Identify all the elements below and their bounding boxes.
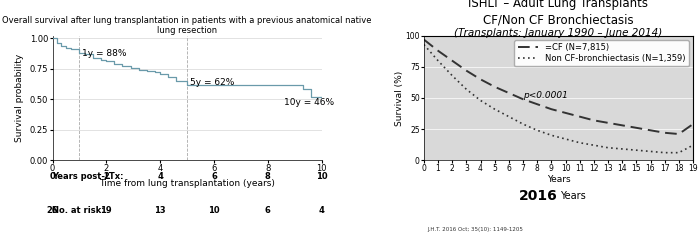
Text: Years: Years xyxy=(561,191,586,201)
Text: 10y = 46%: 10y = 46% xyxy=(284,98,334,107)
Text: ISHLT – Adult Lung Transplants: ISHLT – Adult Lung Transplants xyxy=(468,0,648,10)
Text: 5y = 62%: 5y = 62% xyxy=(190,78,234,87)
Text: 4: 4 xyxy=(158,172,163,181)
Y-axis label: Survival (%): Survival (%) xyxy=(395,70,404,126)
Text: (Transplants: January 1990 – June 2014): (Transplants: January 1990 – June 2014) xyxy=(454,28,663,38)
Text: ISHLT: ISHLT xyxy=(436,189,496,208)
Text: 4: 4 xyxy=(318,206,325,215)
Text: 10: 10 xyxy=(208,206,220,215)
Text: 8: 8 xyxy=(265,172,271,181)
X-axis label: Years: Years xyxy=(547,175,570,184)
X-axis label: Time from lung transplantation (years): Time from lung transplantation (years) xyxy=(99,179,275,188)
Text: 6: 6 xyxy=(265,206,271,215)
Text: 2016: 2016 xyxy=(519,189,557,203)
Text: 10: 10 xyxy=(316,172,328,181)
Text: No. at risk:: No. at risk: xyxy=(52,206,105,215)
Text: 13: 13 xyxy=(154,206,166,215)
Text: p<0.0001: p<0.0001 xyxy=(523,91,568,100)
Text: 6: 6 xyxy=(211,172,217,181)
Y-axis label: Survival probability: Survival probability xyxy=(15,54,24,142)
Text: 2: 2 xyxy=(104,172,109,181)
Text: 1y = 88%: 1y = 88% xyxy=(82,49,127,58)
Text: CF/Non CF Bronchiectasis: CF/Non CF Bronchiectasis xyxy=(483,13,634,26)
Text: ISHLT • INTERNATIONAL SOCIETY FOR HEART AND LUNG TRANSPLANTATION: ISHLT • INTERNATIONAL SOCIETY FOR HEART … xyxy=(389,224,543,228)
Title: Overall survival after lung transplantation in patients with a previous anatomic: Overall survival after lung transplantat… xyxy=(2,16,372,35)
Text: 19: 19 xyxy=(101,206,112,215)
Text: 26: 26 xyxy=(47,206,58,215)
Text: Years post-LTx:: Years post-LTx: xyxy=(52,172,124,181)
Text: J.H.T. 2016 Oct; 35(10): 1149-1205: J.H.T. 2016 Oct; 35(10): 1149-1205 xyxy=(428,227,524,232)
Legend: =CF (N=7,815), Non CF-bronchiectasis (N=1,359): =CF (N=7,815), Non CF-bronchiectasis (N=… xyxy=(514,40,689,66)
Text: 0: 0 xyxy=(50,172,55,181)
